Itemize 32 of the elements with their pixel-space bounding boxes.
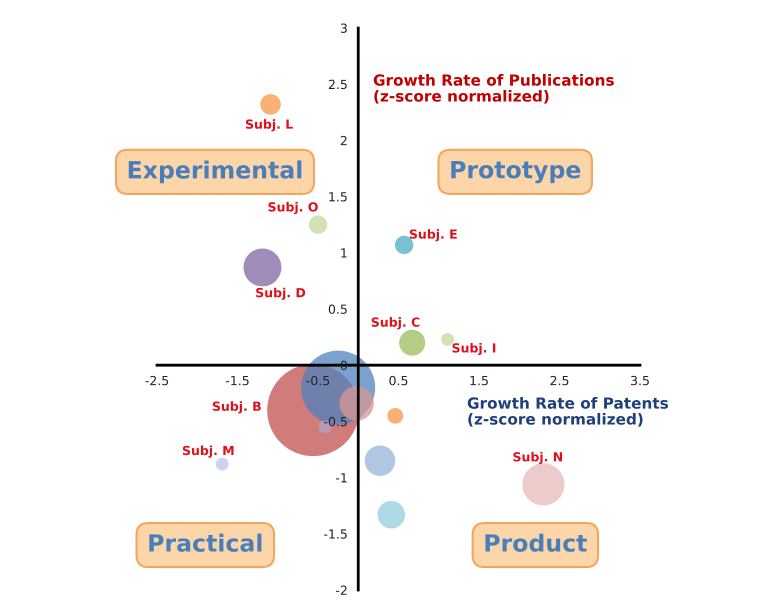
annotation: Product [485,534,587,552]
series-label: Subj. N [513,452,562,464]
annotation: Practical [149,534,262,552]
series-label: Subj. C [372,317,420,330]
series-label: Subj. M [182,446,234,458]
x-tick-label: -1.5 [226,376,249,386]
x-tick-label: -2.5 [145,376,168,386]
series-label: Subj. B [212,401,261,414]
series-label: Subj. D [256,288,306,300]
y-tick-label: -0.5 [324,416,347,426]
y-tick-label: -2 [336,585,347,595]
annotation: Experimental [128,160,302,184]
y-tick-label: 2.5 [328,80,347,90]
series-label: Subj. O [268,202,318,214]
y-tick-label: 1.5 [329,192,347,202]
y-tick-label: -1.5 [324,529,347,539]
y-axis-title: Growth Rate of Publications (z-score normalized) [374,74,614,104]
x-tick-label: 3.5 [631,376,649,386]
y-tick-label: 1 [341,248,347,258]
y-tick-label: 2 [340,136,347,146]
series-label: Subj. I [452,342,496,356]
y-tick-label: 0.5 [328,304,347,314]
annotation: Prototype [451,160,580,184]
series-label: Subj. E [410,229,457,242]
x-tick-label: 0.5 [389,376,408,386]
y-tick-label: 3 [340,23,347,33]
y-tick-label: -1 [336,473,347,482]
x-tick-label: 1.5 [470,376,488,386]
x-tick-label: 2.5 [550,376,568,386]
series-label: Subj. L [246,119,293,132]
x-axis-title: Growth Rate of Patents (z-score normalized) [468,397,668,427]
x-tick-label: -0.5 [306,376,330,386]
